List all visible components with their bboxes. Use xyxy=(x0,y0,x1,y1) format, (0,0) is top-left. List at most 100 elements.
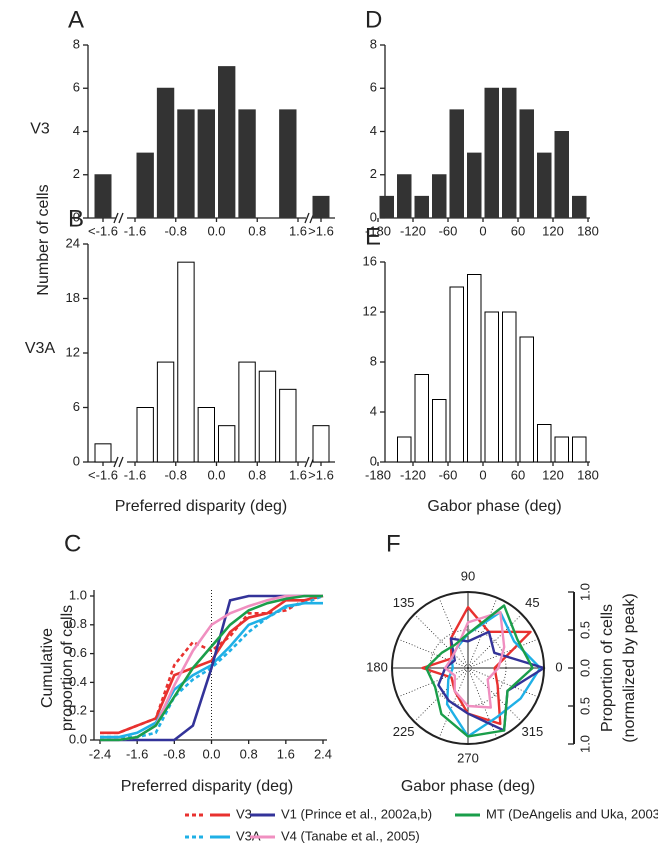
bar xyxy=(414,374,429,463)
x-tick-label: -180 xyxy=(365,467,391,482)
bar xyxy=(397,436,412,463)
angle-label: 45 xyxy=(525,595,539,610)
y-tick-label: 8 xyxy=(73,36,80,51)
bar xyxy=(537,152,552,219)
y-tick-label: 0.4 xyxy=(69,674,87,689)
y-tick-label: 12 xyxy=(66,344,80,359)
row-label: V3 xyxy=(30,121,50,138)
bar xyxy=(484,311,499,463)
axis-break xyxy=(113,212,119,224)
x-tick-label: 1.6 xyxy=(289,223,307,238)
bar xyxy=(379,195,394,219)
bar xyxy=(218,425,236,463)
bar xyxy=(136,407,154,463)
bar xyxy=(177,261,195,463)
bar xyxy=(537,424,552,463)
line xyxy=(100,594,323,742)
y-tick-label: 0.8 xyxy=(69,616,87,631)
line xyxy=(100,594,324,735)
bar xyxy=(397,174,412,219)
y-tick-label: 0 xyxy=(73,209,80,224)
x-tick-label: 0.0 xyxy=(202,746,220,761)
bar xyxy=(312,195,330,219)
legend-label: V4 (Tanabe et al., 2005) xyxy=(281,828,420,843)
x-tick-label: -2.4 xyxy=(89,746,111,761)
angle-label: 90 xyxy=(461,568,475,583)
bar xyxy=(432,399,447,463)
bar xyxy=(94,174,112,219)
x-tick-label: -1.6 xyxy=(124,223,146,238)
x-tick-label: 0 xyxy=(479,223,486,238)
r-tick-label: 0.5 xyxy=(577,697,592,715)
grid-spoke xyxy=(467,667,498,739)
bar xyxy=(279,109,297,219)
x-tick-label: -60 xyxy=(439,467,458,482)
y-tick-label: 4 xyxy=(370,403,377,418)
bar xyxy=(449,286,464,463)
x-tick-label: -1.6 xyxy=(124,467,146,482)
x-tick-label: 0.0 xyxy=(207,467,225,482)
grid-spoke xyxy=(467,597,498,669)
bar xyxy=(177,109,195,219)
x-axis-label: Preferred disparity (deg) xyxy=(121,778,294,795)
panel-letter: C xyxy=(64,530,81,557)
x-axis-label: Gabor phase (deg) xyxy=(427,498,561,515)
bar xyxy=(218,66,236,219)
grid-spoke xyxy=(467,613,523,669)
legend-label: V1 (Prince et al., 2002a,b) xyxy=(281,806,432,821)
axis-break xyxy=(304,456,310,468)
x-tick-label: 120 xyxy=(542,223,564,238)
legend-label: V3 xyxy=(236,806,252,821)
r-tick-label: 1.0 xyxy=(577,735,592,753)
x-axis-label: Gabor phase (deg) xyxy=(401,778,535,795)
angle-label: 135 xyxy=(393,595,415,610)
r-tick-label: 0.5 xyxy=(577,621,592,639)
x-tick-label: 60 xyxy=(511,467,525,482)
y-tick-label: 4 xyxy=(73,123,80,138)
r-axis-label: (normalized by peak) xyxy=(621,593,638,742)
y-tick-label: 16 xyxy=(363,253,377,268)
y-tick-label: 24 xyxy=(66,235,80,250)
y-tick-label: 12 xyxy=(363,303,377,318)
bar xyxy=(197,407,215,463)
x-axis-label: Preferred disparity (deg) xyxy=(115,498,288,515)
bar xyxy=(519,109,534,219)
y-axis-label: proportion of cells xyxy=(59,605,76,731)
grid-spoke xyxy=(467,638,539,669)
bar xyxy=(414,195,429,219)
grid-spoke xyxy=(438,597,469,669)
y-tick-label: 0.2 xyxy=(69,703,87,718)
axis-break xyxy=(118,456,124,468)
x-tick-label: -60 xyxy=(439,223,458,238)
x-tick-label: 0.8 xyxy=(240,746,258,761)
bar xyxy=(572,195,587,219)
polar-line xyxy=(425,604,534,738)
bar xyxy=(94,443,112,463)
angle-label: 0 xyxy=(555,659,562,674)
r-tick-label: 0.0 xyxy=(577,659,592,677)
x-tick-label: >1.6 xyxy=(308,223,334,238)
bar xyxy=(238,109,256,219)
y-tick-label: 8 xyxy=(370,36,377,51)
x-tick-label: <-1.6 xyxy=(88,467,118,482)
grid-spoke xyxy=(438,667,469,739)
x-tick-label: 0.8 xyxy=(248,223,266,238)
x-tick-label: 1.6 xyxy=(289,467,307,482)
x-tick-label: -0.8 xyxy=(165,223,187,238)
bar xyxy=(449,109,464,219)
bar xyxy=(467,274,482,463)
x-tick-label: -180 xyxy=(365,223,391,238)
bar xyxy=(312,425,330,463)
x-tick-label: 0.8 xyxy=(248,467,266,482)
bar xyxy=(572,436,587,463)
y-tick-label: 1.0 xyxy=(69,587,87,602)
bar xyxy=(258,370,277,463)
bar xyxy=(238,361,256,463)
x-tick-label: 180 xyxy=(577,223,599,238)
bar xyxy=(554,436,569,463)
bar xyxy=(432,174,447,219)
grid-spoke xyxy=(413,667,469,723)
axis-break xyxy=(304,212,310,224)
axis-break xyxy=(113,456,119,468)
